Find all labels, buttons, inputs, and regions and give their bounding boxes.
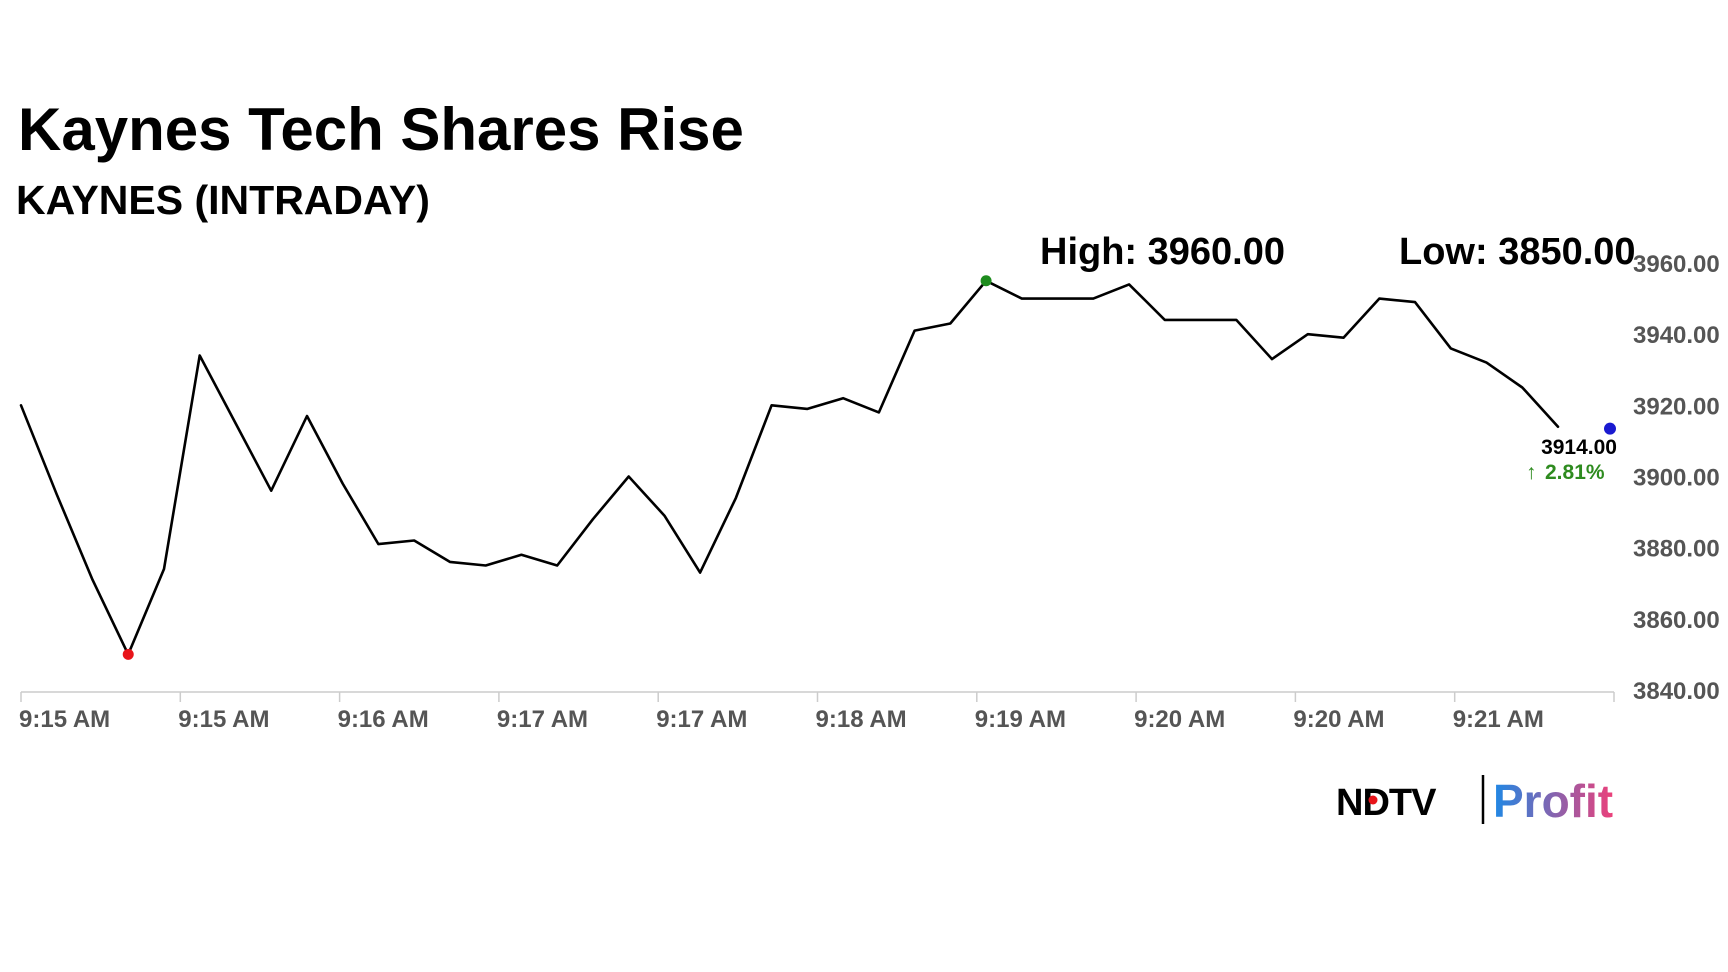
y-tick-label: 3920.00 <box>1633 393 1720 420</box>
last-price-marker <box>1604 422 1616 435</box>
change-arrow-icon: ↑ <box>1526 461 1537 484</box>
last-price-label: 3914.00 <box>1541 436 1617 459</box>
price-line <box>19 279 1560 656</box>
x-tick-label: 9:17 AM <box>656 706 747 733</box>
x-tick-label: 9:17 AM <box>497 706 588 733</box>
change-percent: 2.81% <box>1545 461 1605 484</box>
y-axis: 3960.00 3940.00 3920.00 3900.00 3880.00 3860.… <box>1633 251 1720 705</box>
y-tick-label: 3960.00 <box>1633 251 1720 278</box>
x-tick-label: 9:21 AM <box>1453 706 1544 733</box>
ndtv-profit-logo: NDTV Profit <box>1336 775 1613 827</box>
high-label: High: 3960.00 <box>1040 231 1285 273</box>
x-tick-label: 9:18 AM <box>816 706 907 733</box>
x-tick-label: 9:15 AM <box>19 706 110 733</box>
y-tick-label: 3840.00 <box>1633 678 1720 705</box>
low-label: Low: 3850.00 <box>1399 231 1636 273</box>
y-tick-label: 3860.00 <box>1633 607 1720 634</box>
x-tick-label: 9:19 AM <box>975 706 1066 733</box>
x-axis: 9:15 AM 9:15 AM 9:16 AM 9:17 AM 9:17 AM 9:18 … <box>19 691 1615 733</box>
chart-title: Kaynes Tech Shares Rise <box>18 96 744 163</box>
plot-area <box>19 275 1616 660</box>
y-tick-label: 3880.00 <box>1633 536 1720 563</box>
profit-logo-text: Profit <box>1493 775 1613 827</box>
ndtv-logo-text: NDTV <box>1336 782 1437 824</box>
logo-red-dot-icon <box>1368 795 1378 805</box>
y-tick-label: 3900.00 <box>1633 465 1720 492</box>
x-tick-label: 9:16 AM <box>338 706 429 733</box>
change-indicator: ↑ 2.81% <box>1526 461 1605 484</box>
high-marker <box>980 275 992 287</box>
x-tick-label: 9:15 AM <box>178 706 269 733</box>
low-marker <box>122 648 134 660</box>
y-tick-label: 3940.00 <box>1633 322 1720 349</box>
x-tick-label: 9:20 AM <box>1134 706 1225 733</box>
x-tick-label: 9:20 AM <box>1293 706 1384 733</box>
chart-subtitle: KAYNES (INTRADAY) <box>16 177 430 223</box>
